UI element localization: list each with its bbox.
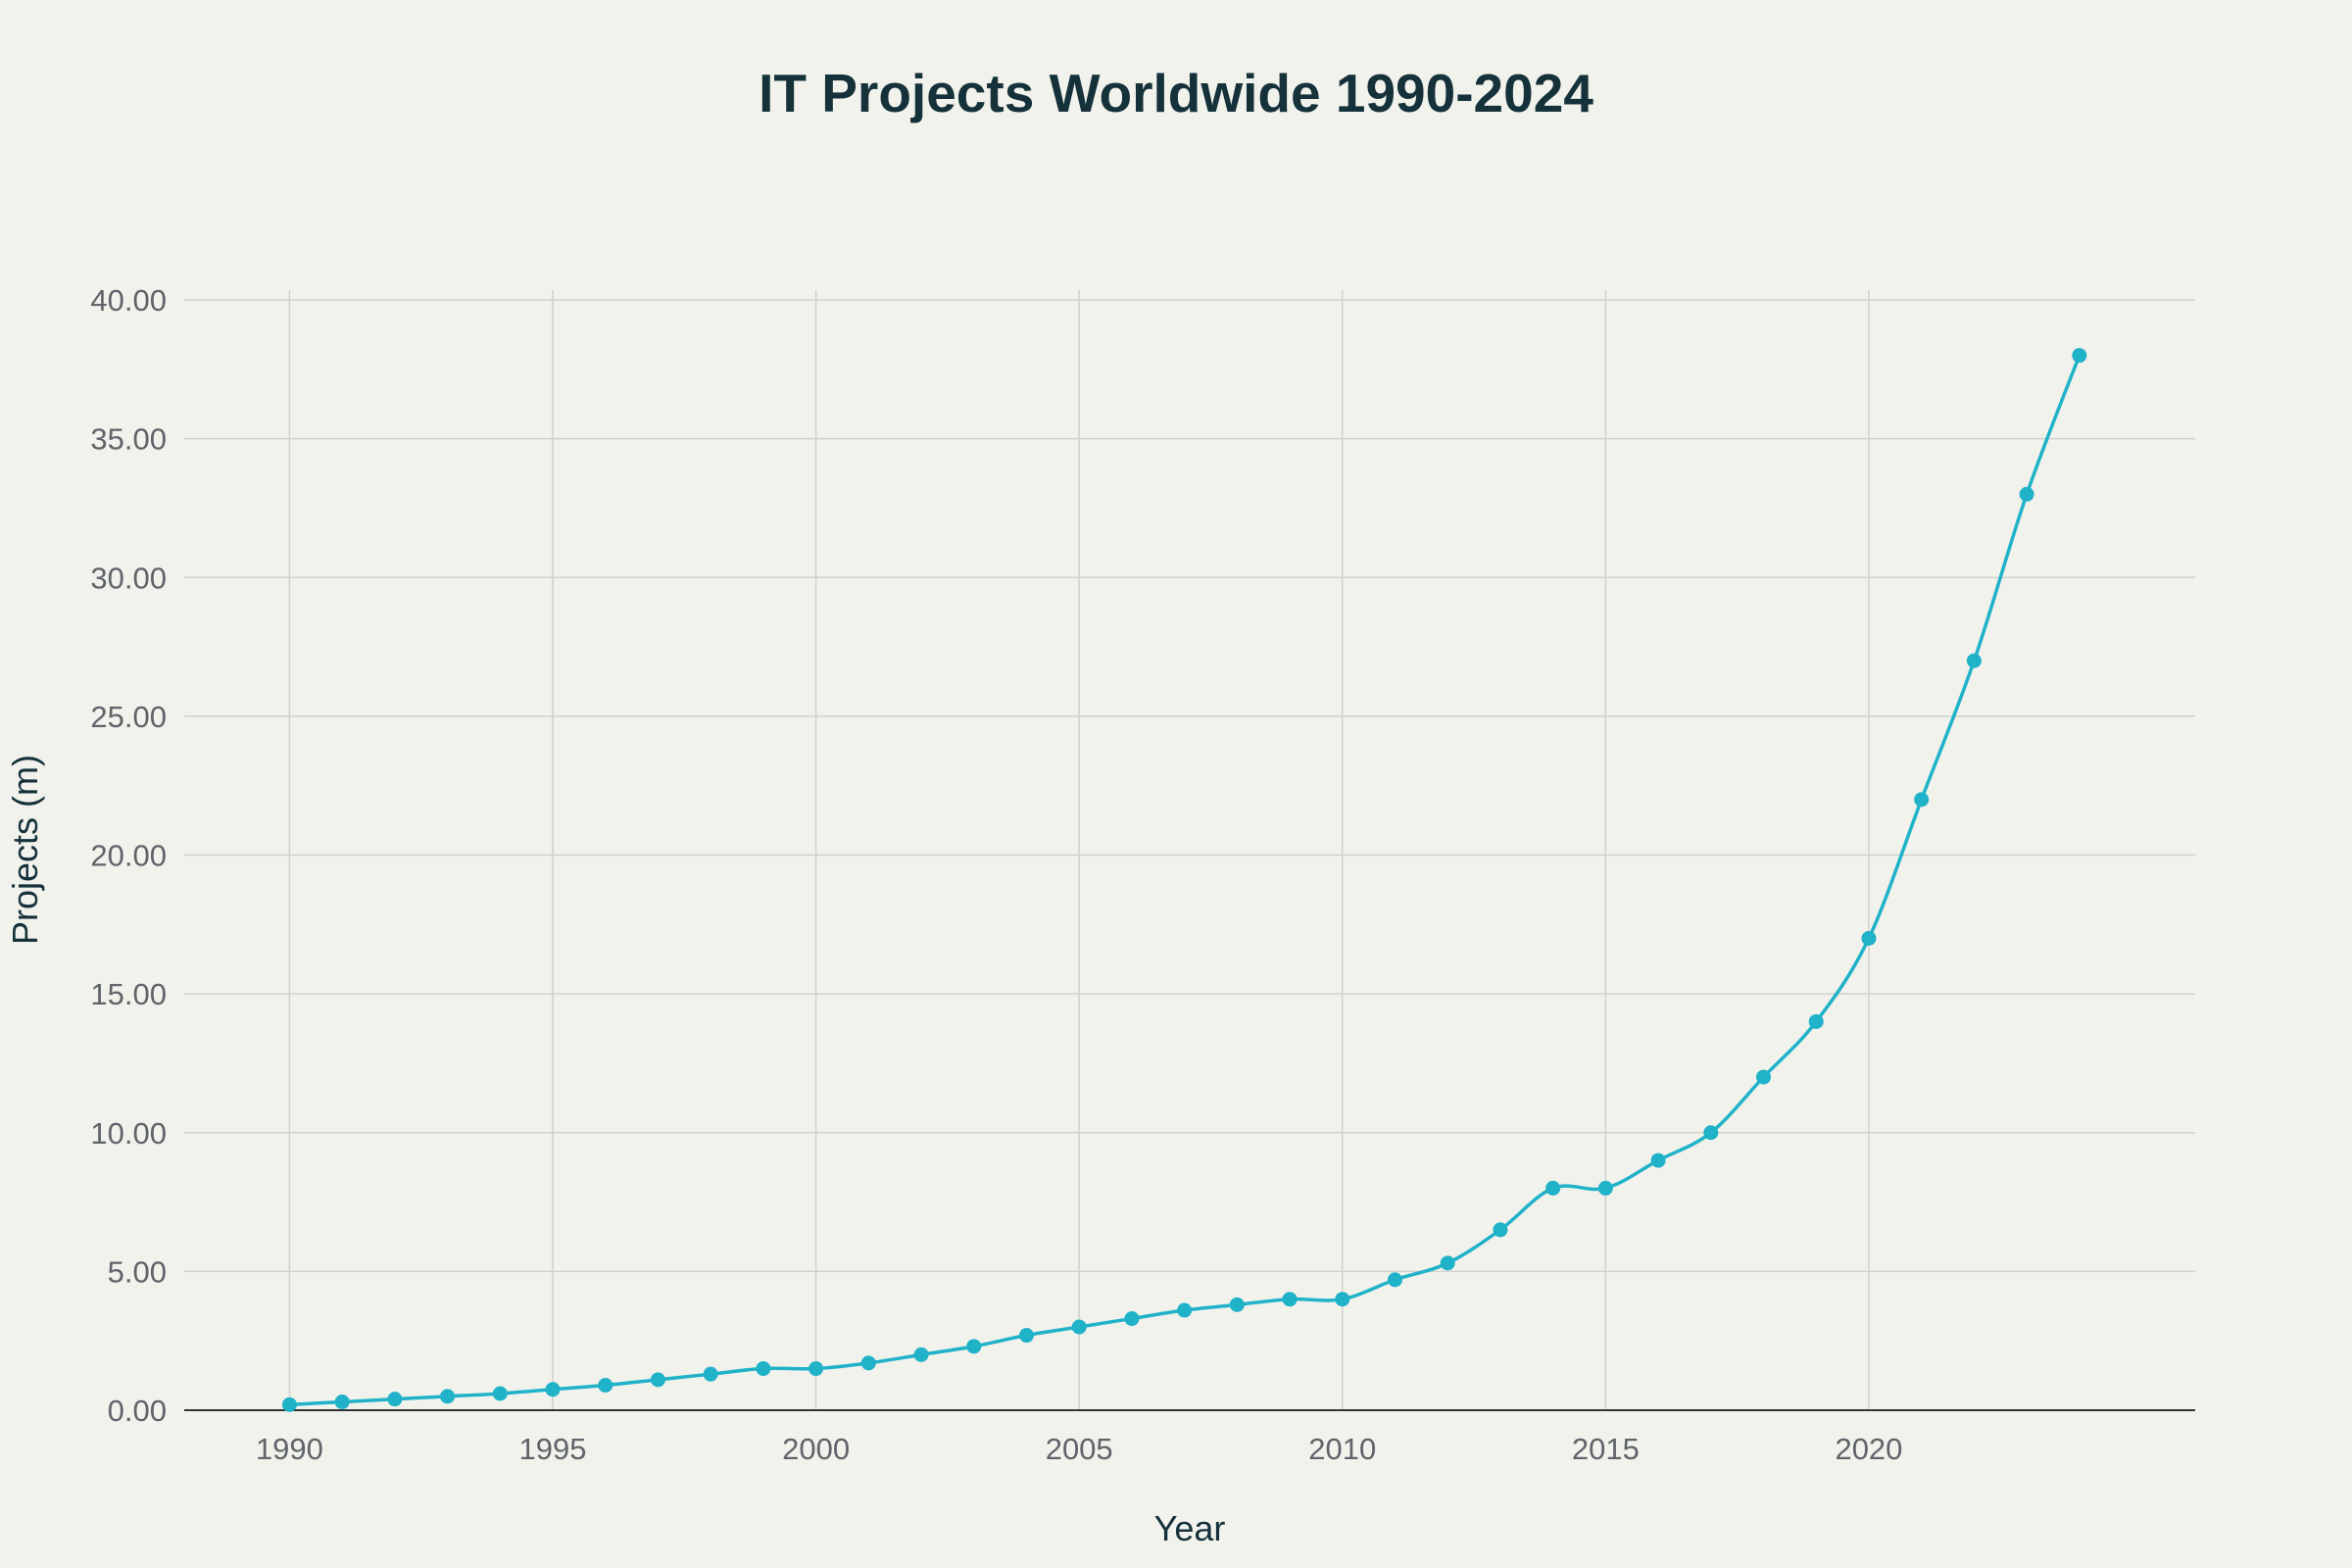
data-point [1335,1292,1350,1307]
data-point [1493,1222,1508,1238]
chart-title: IT Projects Worldwide 1990-2024 [759,63,1593,123]
data-point [1966,653,1982,668]
x-tick-label: 2005 [1046,1432,1113,1466]
data-point [703,1366,718,1382]
data-point [1177,1302,1193,1318]
y-tick-label: 15.00 [90,977,167,1011]
x-tick-label: 1995 [519,1432,587,1466]
data-point [1703,1125,1719,1141]
x-tick-label: 2020 [1835,1432,1902,1466]
data-point [598,1378,613,1394]
y-tick-label: 0.00 [108,1394,167,1428]
data-point [1124,1311,1140,1327]
data-point [966,1339,982,1354]
x-tick-label: 2000 [782,1432,850,1466]
data-point [1071,1319,1087,1335]
data-point [1914,792,1930,808]
data-point [334,1395,350,1410]
data-point [2019,486,2034,502]
y-tick-label: 5.00 [108,1254,167,1289]
series-layer [281,348,2087,1412]
y-tick-label: 20.00 [90,839,167,873]
data-point [1387,1272,1402,1288]
data-point [545,1382,561,1397]
data-point [2072,348,2087,364]
data-point [1545,1180,1561,1196]
x-tick-label: 2010 [1308,1432,1376,1466]
tick-labels: 0.00 5.00 10.00 15.00 20.00 25.00 30.00 35.00 40… [90,283,1902,1466]
y-tick-label: 40.00 [90,283,167,318]
x-tick-label: 1990 [256,1432,323,1466]
data-point [492,1386,508,1401]
data-point [1229,1297,1245,1312]
x-tick-label: 2015 [1572,1432,1640,1466]
y-tick-label: 25.00 [90,700,167,734]
data-point [1808,1013,1824,1029]
data-point [1861,930,1877,946]
data-point [650,1372,665,1388]
data-point [756,1361,771,1377]
data-point [1597,1180,1613,1196]
data-point [1650,1152,1666,1168]
data-point [387,1392,403,1407]
data-point [1440,1255,1455,1271]
y-tick-label: 10.00 [90,1116,167,1151]
x-axis-title: Year [1154,1508,1226,1548]
data-point [860,1355,876,1371]
grid-lines [184,290,2195,1410]
data-point [1018,1328,1034,1344]
data-point [1282,1292,1298,1307]
data-point [281,1396,297,1412]
y-tick-label: 35.00 [90,422,167,457]
data-point [440,1389,456,1404]
data-point [1756,1069,1772,1085]
y-tick-label: 30.00 [90,561,167,595]
data-point [913,1347,929,1362]
y-axis-title: Projects (m) [5,755,45,945]
data-point [808,1361,824,1377]
